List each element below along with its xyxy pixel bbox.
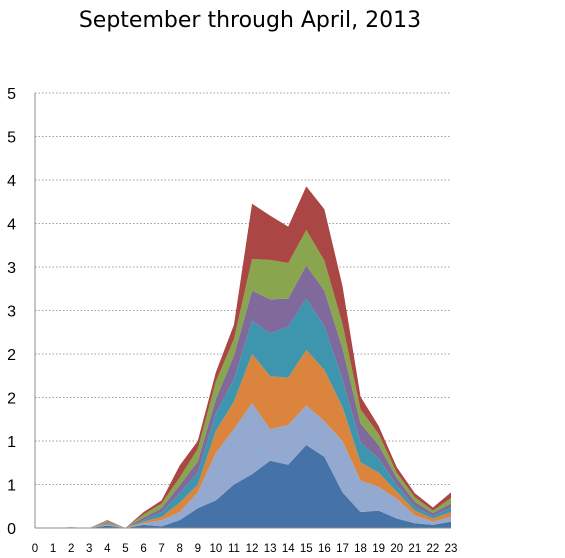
x-tick-label: 22 — [427, 543, 440, 555]
x-tick-label: 21 — [408, 543, 421, 555]
x-tick-label: 17 — [336, 543, 349, 555]
y-tick-label: 0 — [7, 521, 16, 538]
x-tick-label: 16 — [318, 543, 331, 555]
stacked-areas — [35, 186, 451, 528]
y-tick-label: 5 — [7, 86, 16, 103]
x-tick-label: 7 — [158, 543, 164, 555]
x-tick-label: 12 — [246, 543, 259, 555]
y-tick-label: 5 — [7, 130, 16, 147]
x-tick-label: 5 — [122, 543, 128, 555]
area-series-1 — [35, 444, 451, 528]
x-tick-label: 2 — [68, 543, 74, 555]
y-tick-label: 1 — [7, 434, 16, 451]
y-tick-label: 4 — [7, 173, 16, 190]
x-tick-label: 20 — [390, 543, 403, 555]
y-tick-label: 3 — [7, 260, 16, 277]
x-tick-label: 9 — [195, 543, 201, 555]
y-tick-label: 2 — [7, 391, 16, 408]
axes — [34, 93, 451, 529]
x-tick-label: 0 — [32, 543, 38, 555]
x-axis-ticks: 0 1 2 3 4 5 6 7 8 9 10 11 12 13 14 15 16 17 18 19 20 21 22 23 — [32, 543, 458, 555]
x-tick-label: 15 — [300, 543, 313, 555]
x-tick-label: 13 — [264, 543, 277, 555]
y-tick-label: 4 — [7, 217, 16, 234]
y-tick-label: 2 — [7, 347, 16, 364]
x-tick-label: 1 — [50, 543, 56, 555]
y-tick-label: 1 — [7, 478, 16, 495]
y-axis-ticks: 0 1 1 2 2 3 3 4 4 5 5 — [7, 86, 16, 538]
x-tick-label: 14 — [282, 543, 295, 555]
x-tick-label: 10 — [209, 543, 222, 555]
chart-title: September through April, 2013 — [79, 8, 421, 33]
x-tick-label: 18 — [354, 543, 367, 555]
x-tick-label: 4 — [104, 543, 111, 555]
x-tick-label: 11 — [228, 543, 240, 555]
x-tick-label: 23 — [445, 543, 458, 555]
area-series-3 — [35, 350, 451, 528]
area-series-2 — [35, 403, 451, 528]
x-tick-label: 19 — [372, 543, 385, 555]
x-tick-label: 3 — [86, 543, 92, 555]
y-tick-label: 3 — [7, 304, 16, 321]
x-tick-label: 6 — [140, 543, 146, 555]
x-tick-label: 8 — [176, 543, 182, 555]
